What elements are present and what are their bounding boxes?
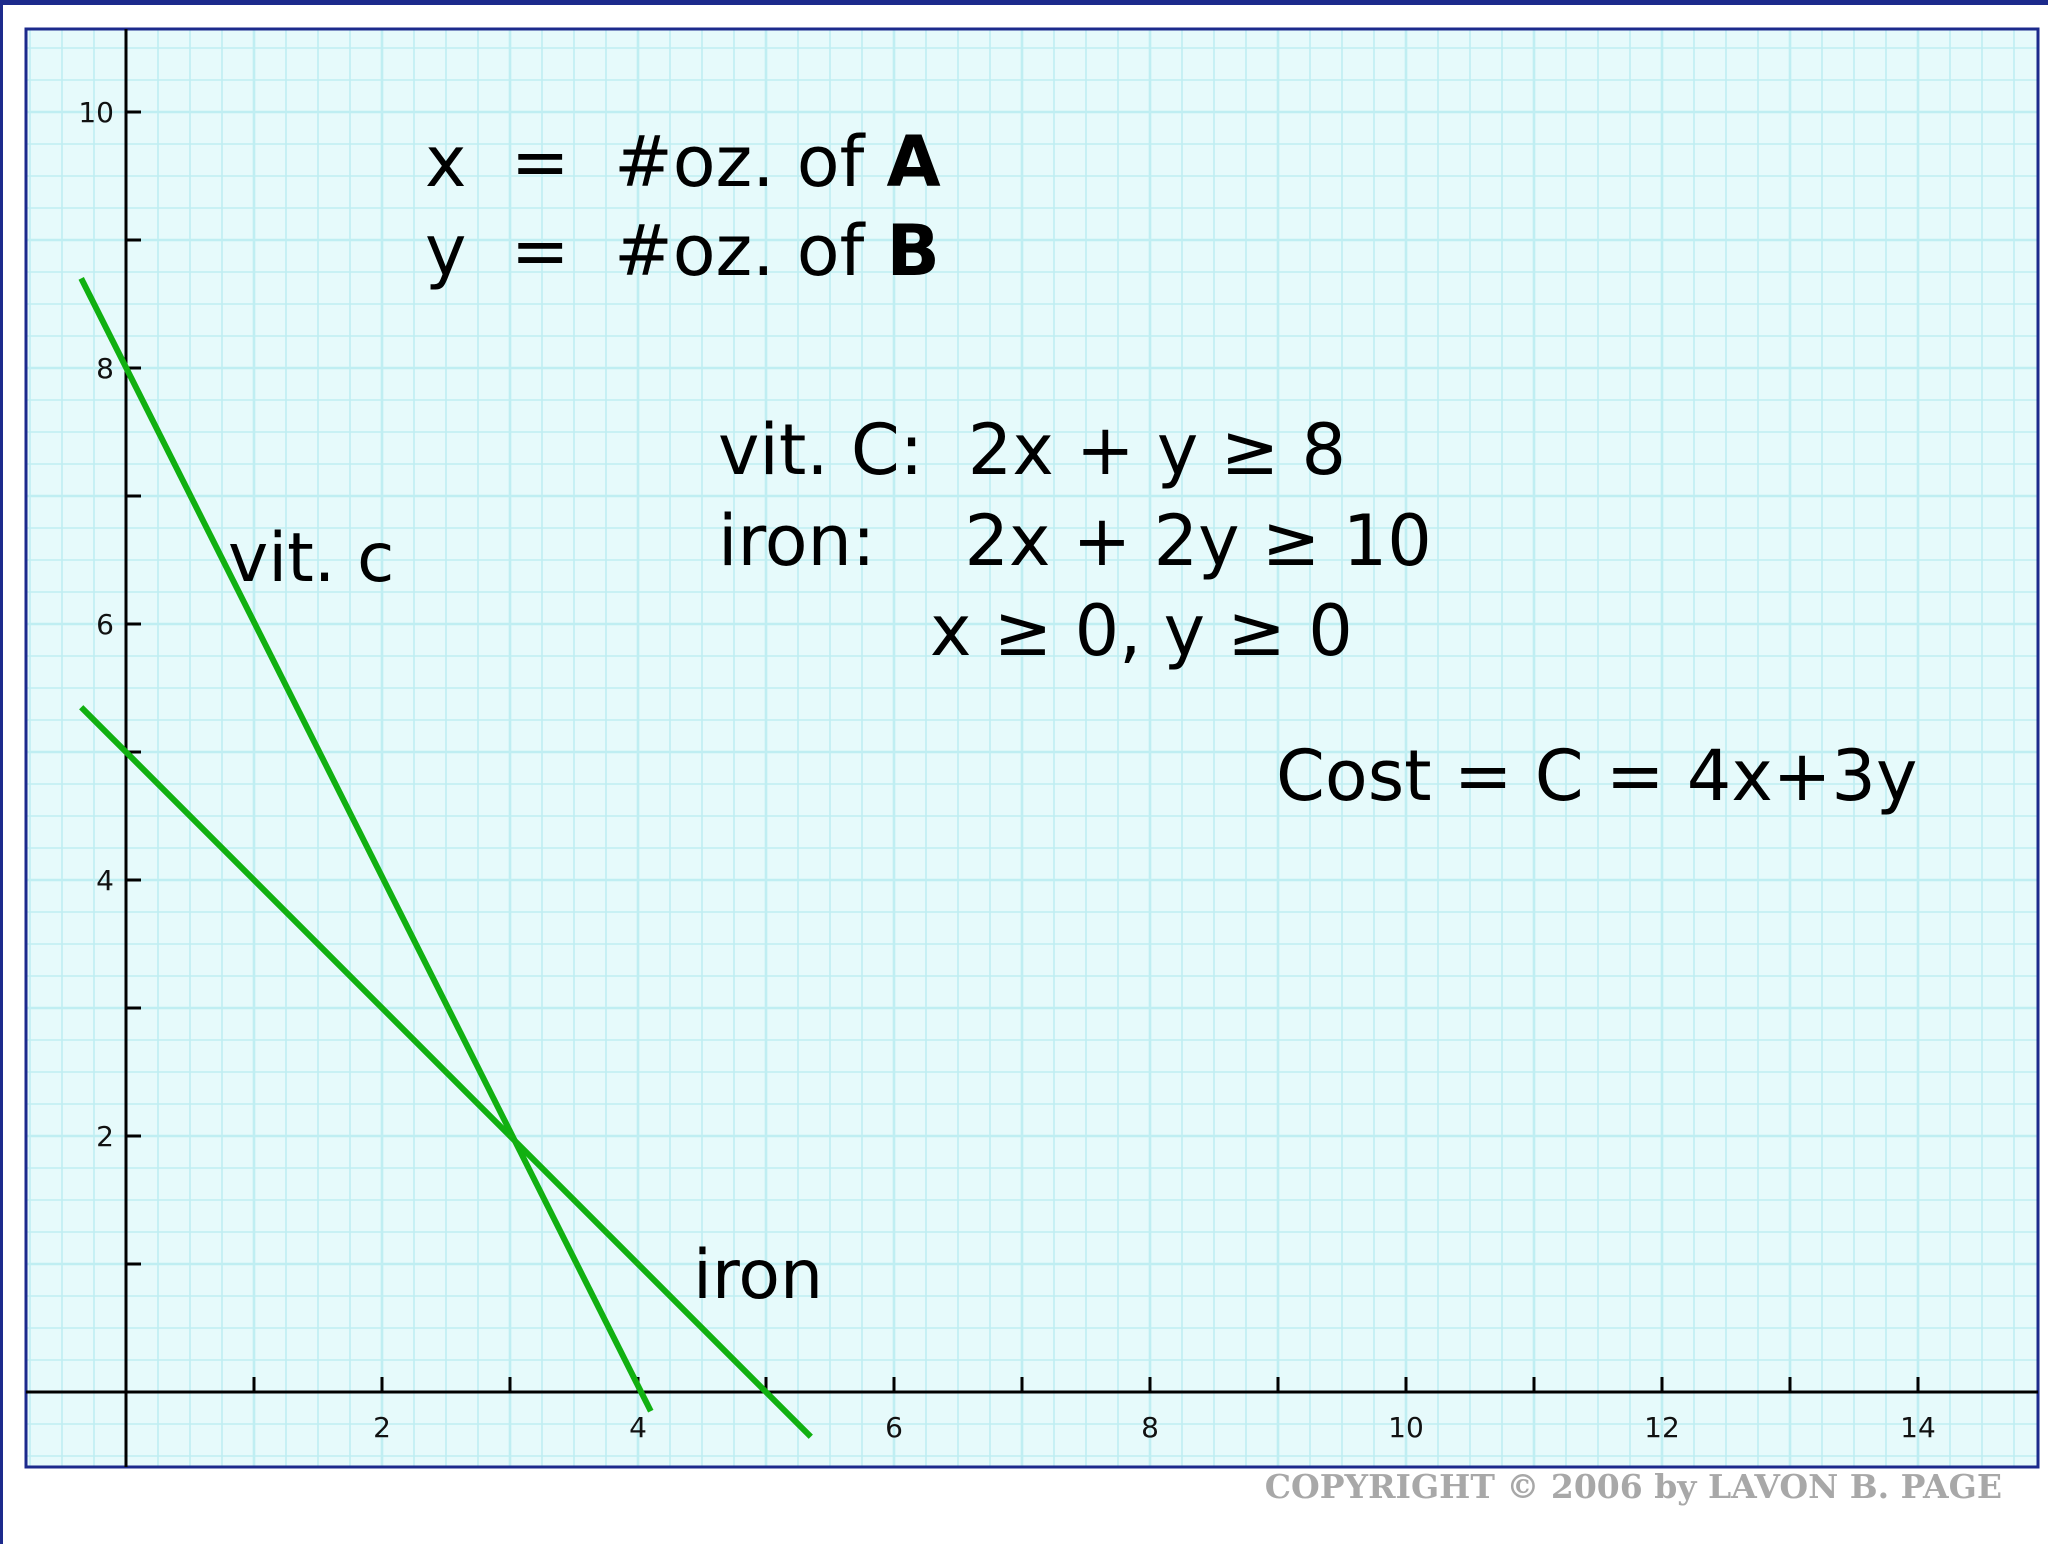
grid-lines xyxy=(26,29,2038,1467)
definition-y: y = #oz. of B xyxy=(425,210,940,292)
cost-function: Cost = C = 4x+3y xyxy=(1276,735,1917,817)
constraint-nonnegative: x ≥ 0, y ≥ 0 xyxy=(930,590,1353,672)
x-tick-label: 8 xyxy=(1141,1411,1159,1444)
x-tick-label: 12 xyxy=(1644,1411,1680,1444)
plot-frame xyxy=(24,27,2040,1469)
axis-ticks: 2 4 6 8 10 12 14 2 4 6 8 10 xyxy=(78,96,1935,1444)
left-border xyxy=(0,0,3,1544)
x-tick-label: 14 xyxy=(1900,1411,1936,1444)
grid-background xyxy=(26,29,2038,1467)
vit-c-constraint-line xyxy=(78,277,654,1413)
x-tick-label: 4 xyxy=(629,1411,647,1444)
x-tick-label: 6 xyxy=(885,1411,903,1444)
iron-constraint-line xyxy=(79,705,813,1439)
y-tick-label: 8 xyxy=(96,352,114,385)
y-tick-label: 6 xyxy=(96,608,114,641)
vit-c-line-label: vit. c xyxy=(228,519,394,598)
y-tick-label: 10 xyxy=(78,96,114,129)
y-tick-label: 2 xyxy=(96,1120,114,1153)
x-tick-label: 2 xyxy=(373,1411,391,1444)
top-border xyxy=(0,0,2048,5)
x-tick-label: 10 xyxy=(1388,1411,1424,1444)
y-tick-label: 4 xyxy=(96,864,114,897)
constraint-lines xyxy=(78,277,813,1439)
constraint-vit-c: vit. C: 2x + y ≥ 8 xyxy=(718,409,1346,491)
constraint-iron: iron: 2x + 2y ≥ 10 xyxy=(718,500,1432,582)
copyright-notice: COPYRIGHT © 2006 by LAVON B. PAGE xyxy=(1265,1467,2002,1506)
definition-x: x = #oz. of A xyxy=(425,121,941,203)
iron-line-label: iron xyxy=(693,1236,823,1315)
